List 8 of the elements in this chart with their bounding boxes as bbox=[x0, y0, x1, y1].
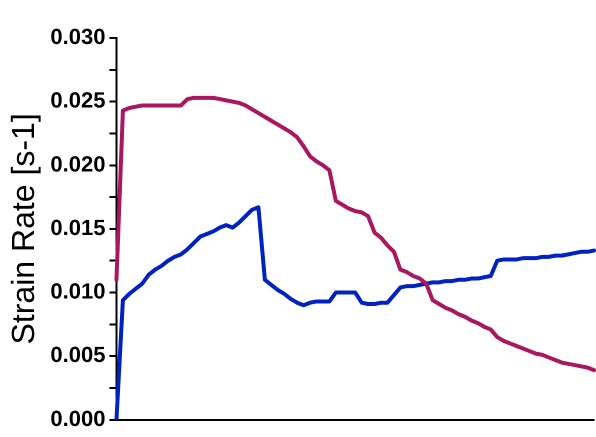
y-tick-label: 0.015 bbox=[50, 214, 106, 240]
y-tick-label: 0.010 bbox=[50, 278, 106, 304]
y-tick-label: 0.020 bbox=[50, 151, 106, 176]
y-axis-title: Strain Rate [s-1] bbox=[5, 113, 42, 344]
y-tick-label: 0.025 bbox=[50, 88, 106, 113]
y-tick-label: 0.000 bbox=[50, 406, 106, 431]
y-tick-label: 0.030 bbox=[50, 24, 106, 50]
y-tick-label: 0.005 bbox=[50, 342, 106, 368]
